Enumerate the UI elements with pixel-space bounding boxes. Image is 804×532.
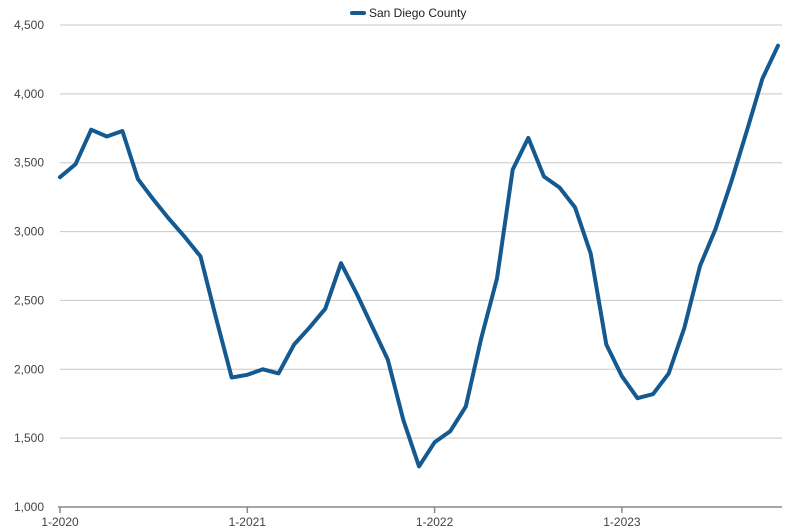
y-tick-label: 1,500 [14, 431, 44, 445]
data-point [230, 376, 234, 380]
data-point [74, 162, 78, 166]
data-point [651, 392, 655, 396]
y-tick-label: 1,000 [14, 500, 44, 514]
data-point [136, 177, 140, 181]
data-point [573, 205, 577, 209]
x-tick-label: 1-2020 [41, 515, 79, 529]
data-point [417, 464, 421, 468]
y-tick-label: 2,500 [14, 293, 44, 307]
data-point [667, 371, 671, 375]
data-point [105, 135, 109, 139]
data-point [698, 264, 702, 268]
data-point [214, 316, 218, 320]
data-point [479, 336, 483, 340]
data-point [589, 252, 593, 256]
data-point [370, 325, 374, 329]
data-point [292, 342, 296, 346]
gridlines [60, 24, 782, 439]
data-point [464, 404, 468, 408]
series [58, 43, 780, 469]
data-point [729, 180, 733, 184]
data-point [152, 198, 156, 202]
data-point [511, 168, 515, 172]
data-point [542, 174, 546, 178]
y-tick-label: 3,000 [14, 225, 44, 239]
y-tick-label: 4,500 [14, 18, 44, 32]
data-point [120, 129, 124, 133]
x-tick-label: 1-2021 [229, 515, 267, 529]
data-point [776, 44, 780, 48]
data-point [604, 342, 608, 346]
data-point [355, 292, 359, 296]
data-point [636, 396, 640, 400]
data-point [89, 128, 93, 132]
data-point [448, 429, 452, 433]
data-point [277, 371, 281, 375]
legend-label: San Diego County [369, 6, 466, 20]
y-tick-label: 3,500 [14, 156, 44, 170]
data-point [245, 373, 249, 377]
data-point [620, 374, 624, 378]
data-point [261, 367, 265, 371]
data-point [183, 235, 187, 239]
data-point [401, 418, 405, 422]
y-tick-label: 2,000 [14, 362, 44, 376]
data-point [323, 307, 327, 311]
data-point [714, 227, 718, 231]
y-tick-label: 4,000 [14, 87, 44, 101]
legend: San Diego County [350, 6, 466, 20]
data-point [745, 129, 749, 133]
data-point [198, 254, 202, 258]
data-point [682, 326, 686, 330]
data-point [557, 186, 561, 190]
data-point [58, 175, 62, 179]
x-tick-label: 1-2023 [603, 515, 641, 529]
data-point [526, 136, 530, 140]
data-point [339, 261, 343, 265]
data-point [308, 325, 312, 329]
data-point [386, 358, 390, 362]
data-point [167, 217, 171, 221]
data-point [433, 440, 437, 444]
series-line-san-diego-county [58, 43, 780, 469]
data-point [760, 77, 764, 81]
x-tick-label: 1-2022 [416, 515, 454, 529]
data-point [495, 276, 499, 280]
axes: 4,500 4,000 3,500 3,000 2,500 2,000 1,500 1,000… [14, 18, 782, 529]
